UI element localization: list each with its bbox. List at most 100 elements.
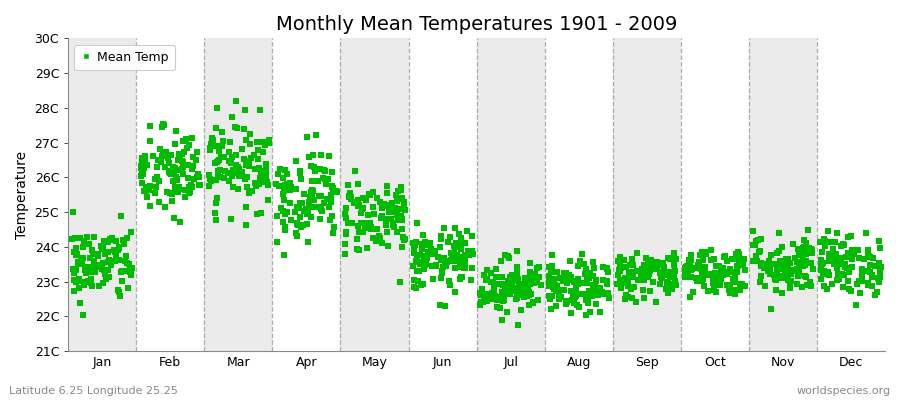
- Point: [514, 280, 528, 287]
- Point: [212, 174, 227, 180]
- Point: [452, 231, 466, 238]
- Point: [269, 181, 284, 187]
- Point: [99, 276, 113, 282]
- Point: [625, 295, 639, 302]
- Point: [553, 293, 567, 299]
- Point: [305, 194, 320, 200]
- Point: [611, 258, 625, 264]
- Point: [619, 292, 634, 299]
- Point: [225, 172, 239, 179]
- Point: [138, 165, 152, 172]
- Point: [166, 169, 180, 175]
- Point: [428, 263, 443, 270]
- Point: [824, 239, 838, 245]
- Point: [517, 294, 531, 300]
- Point: [572, 304, 587, 310]
- Point: [639, 274, 653, 280]
- Point: [497, 290, 511, 296]
- Point: [168, 174, 183, 180]
- Point: [506, 273, 520, 280]
- Point: [496, 280, 510, 287]
- Point: [751, 237, 765, 243]
- Point: [491, 297, 505, 303]
- Point: [96, 280, 111, 286]
- Point: [101, 259, 115, 266]
- Point: [841, 278, 855, 284]
- Point: [722, 287, 736, 294]
- Point: [222, 178, 237, 184]
- Point: [581, 297, 596, 304]
- Point: [156, 121, 170, 128]
- Point: [600, 269, 615, 276]
- Point: [752, 248, 767, 254]
- Point: [839, 254, 853, 260]
- Point: [678, 274, 692, 280]
- Point: [731, 248, 745, 255]
- Point: [307, 168, 321, 174]
- Point: [191, 171, 205, 178]
- Point: [586, 287, 600, 294]
- Point: [617, 277, 632, 283]
- Point: [358, 220, 373, 226]
- Point: [125, 265, 140, 271]
- Point: [479, 291, 493, 297]
- Point: [188, 157, 202, 163]
- Point: [458, 254, 473, 260]
- Point: [798, 262, 813, 268]
- Point: [356, 194, 371, 201]
- Point: [338, 241, 353, 247]
- Point: [613, 267, 627, 273]
- Point: [437, 255, 452, 262]
- Point: [109, 252, 123, 258]
- Point: [791, 273, 806, 279]
- Point: [726, 287, 741, 294]
- Point: [842, 252, 857, 258]
- Point: [796, 244, 811, 251]
- Point: [569, 281, 583, 288]
- Point: [393, 206, 408, 212]
- Point: [380, 228, 394, 235]
- Point: [494, 317, 508, 324]
- Point: [278, 211, 293, 217]
- Point: [226, 167, 240, 174]
- Point: [804, 283, 818, 290]
- Point: [487, 287, 501, 294]
- Bar: [749, 38, 817, 351]
- Point: [352, 202, 366, 208]
- Point: [617, 274, 632, 281]
- Point: [662, 272, 677, 279]
- Point: [114, 278, 129, 284]
- Point: [507, 288, 521, 294]
- Point: [314, 152, 328, 158]
- Point: [418, 262, 432, 268]
- Point: [589, 277, 603, 284]
- Point: [448, 244, 463, 251]
- Point: [700, 288, 715, 295]
- Point: [217, 175, 231, 182]
- Point: [845, 247, 859, 254]
- Point: [76, 312, 90, 318]
- Point: [410, 285, 424, 291]
- Point: [230, 164, 245, 170]
- Point: [849, 302, 863, 308]
- Point: [210, 195, 224, 201]
- Point: [96, 238, 111, 244]
- Point: [788, 255, 802, 261]
- Point: [750, 258, 764, 264]
- Point: [500, 285, 515, 291]
- Point: [307, 204, 321, 210]
- Point: [212, 148, 226, 154]
- Point: [397, 198, 411, 205]
- Point: [626, 262, 641, 269]
- Point: [280, 180, 294, 187]
- Point: [626, 269, 640, 276]
- Point: [724, 290, 738, 296]
- Point: [795, 284, 809, 290]
- Point: [394, 244, 409, 250]
- Point: [586, 282, 600, 288]
- Point: [796, 254, 810, 260]
- Point: [398, 236, 412, 242]
- Point: [683, 252, 698, 258]
- Point: [694, 278, 708, 284]
- Point: [588, 288, 602, 294]
